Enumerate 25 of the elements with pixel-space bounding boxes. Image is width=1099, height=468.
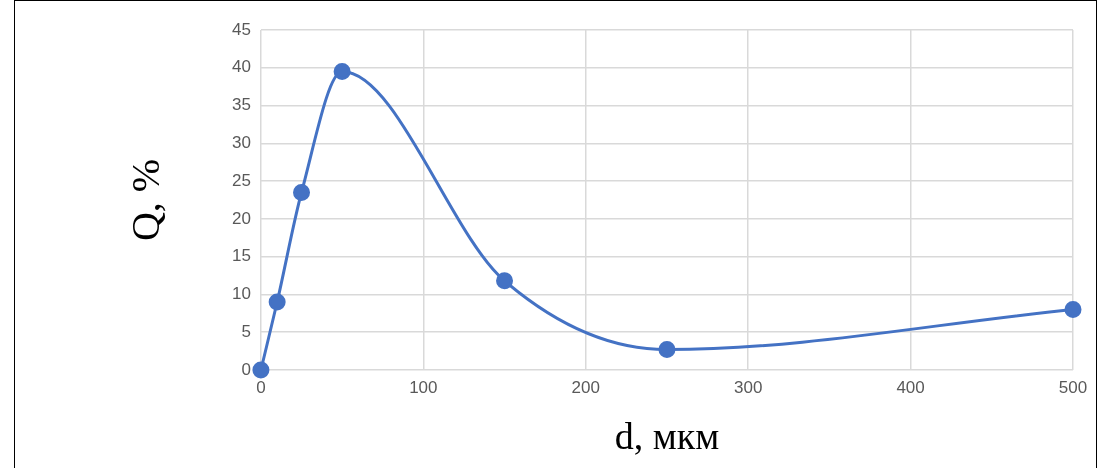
point (658, 341, 676, 359)
y-tick-label: 10 (231, 284, 251, 304)
y-tick-label: 20 (231, 208, 251, 228)
point (1064, 301, 1082, 319)
point (293, 183, 311, 201)
point (268, 293, 286, 311)
x-tick-label: 200 (571, 377, 600, 397)
x-tick-label: 300 (733, 377, 763, 397)
y-tick-label: 45 (231, 19, 251, 39)
x-tick-label: 500 (1058, 377, 1088, 397)
x-tick-label: 100 (409, 377, 438, 397)
y-tick-label: 0 (241, 359, 251, 379)
point (333, 63, 351, 81)
y-tick-label: 30 (231, 133, 251, 153)
point (496, 272, 514, 290)
y-tick-label: 25 (231, 170, 251, 190)
x-tick-label: 400 (896, 377, 925, 397)
y-tick-label: 35 (231, 95, 251, 115)
y-tick-label: 5 (241, 321, 251, 341)
x-tick-label: 0 (256, 377, 266, 397)
x-axis-title: d, мкм (614, 415, 720, 458)
point (252, 361, 270, 379)
y-axis-title: Q, % (122, 158, 168, 242)
y-tick-label: 15 (231, 246, 251, 266)
y-tick-label: 40 (231, 57, 251, 77)
